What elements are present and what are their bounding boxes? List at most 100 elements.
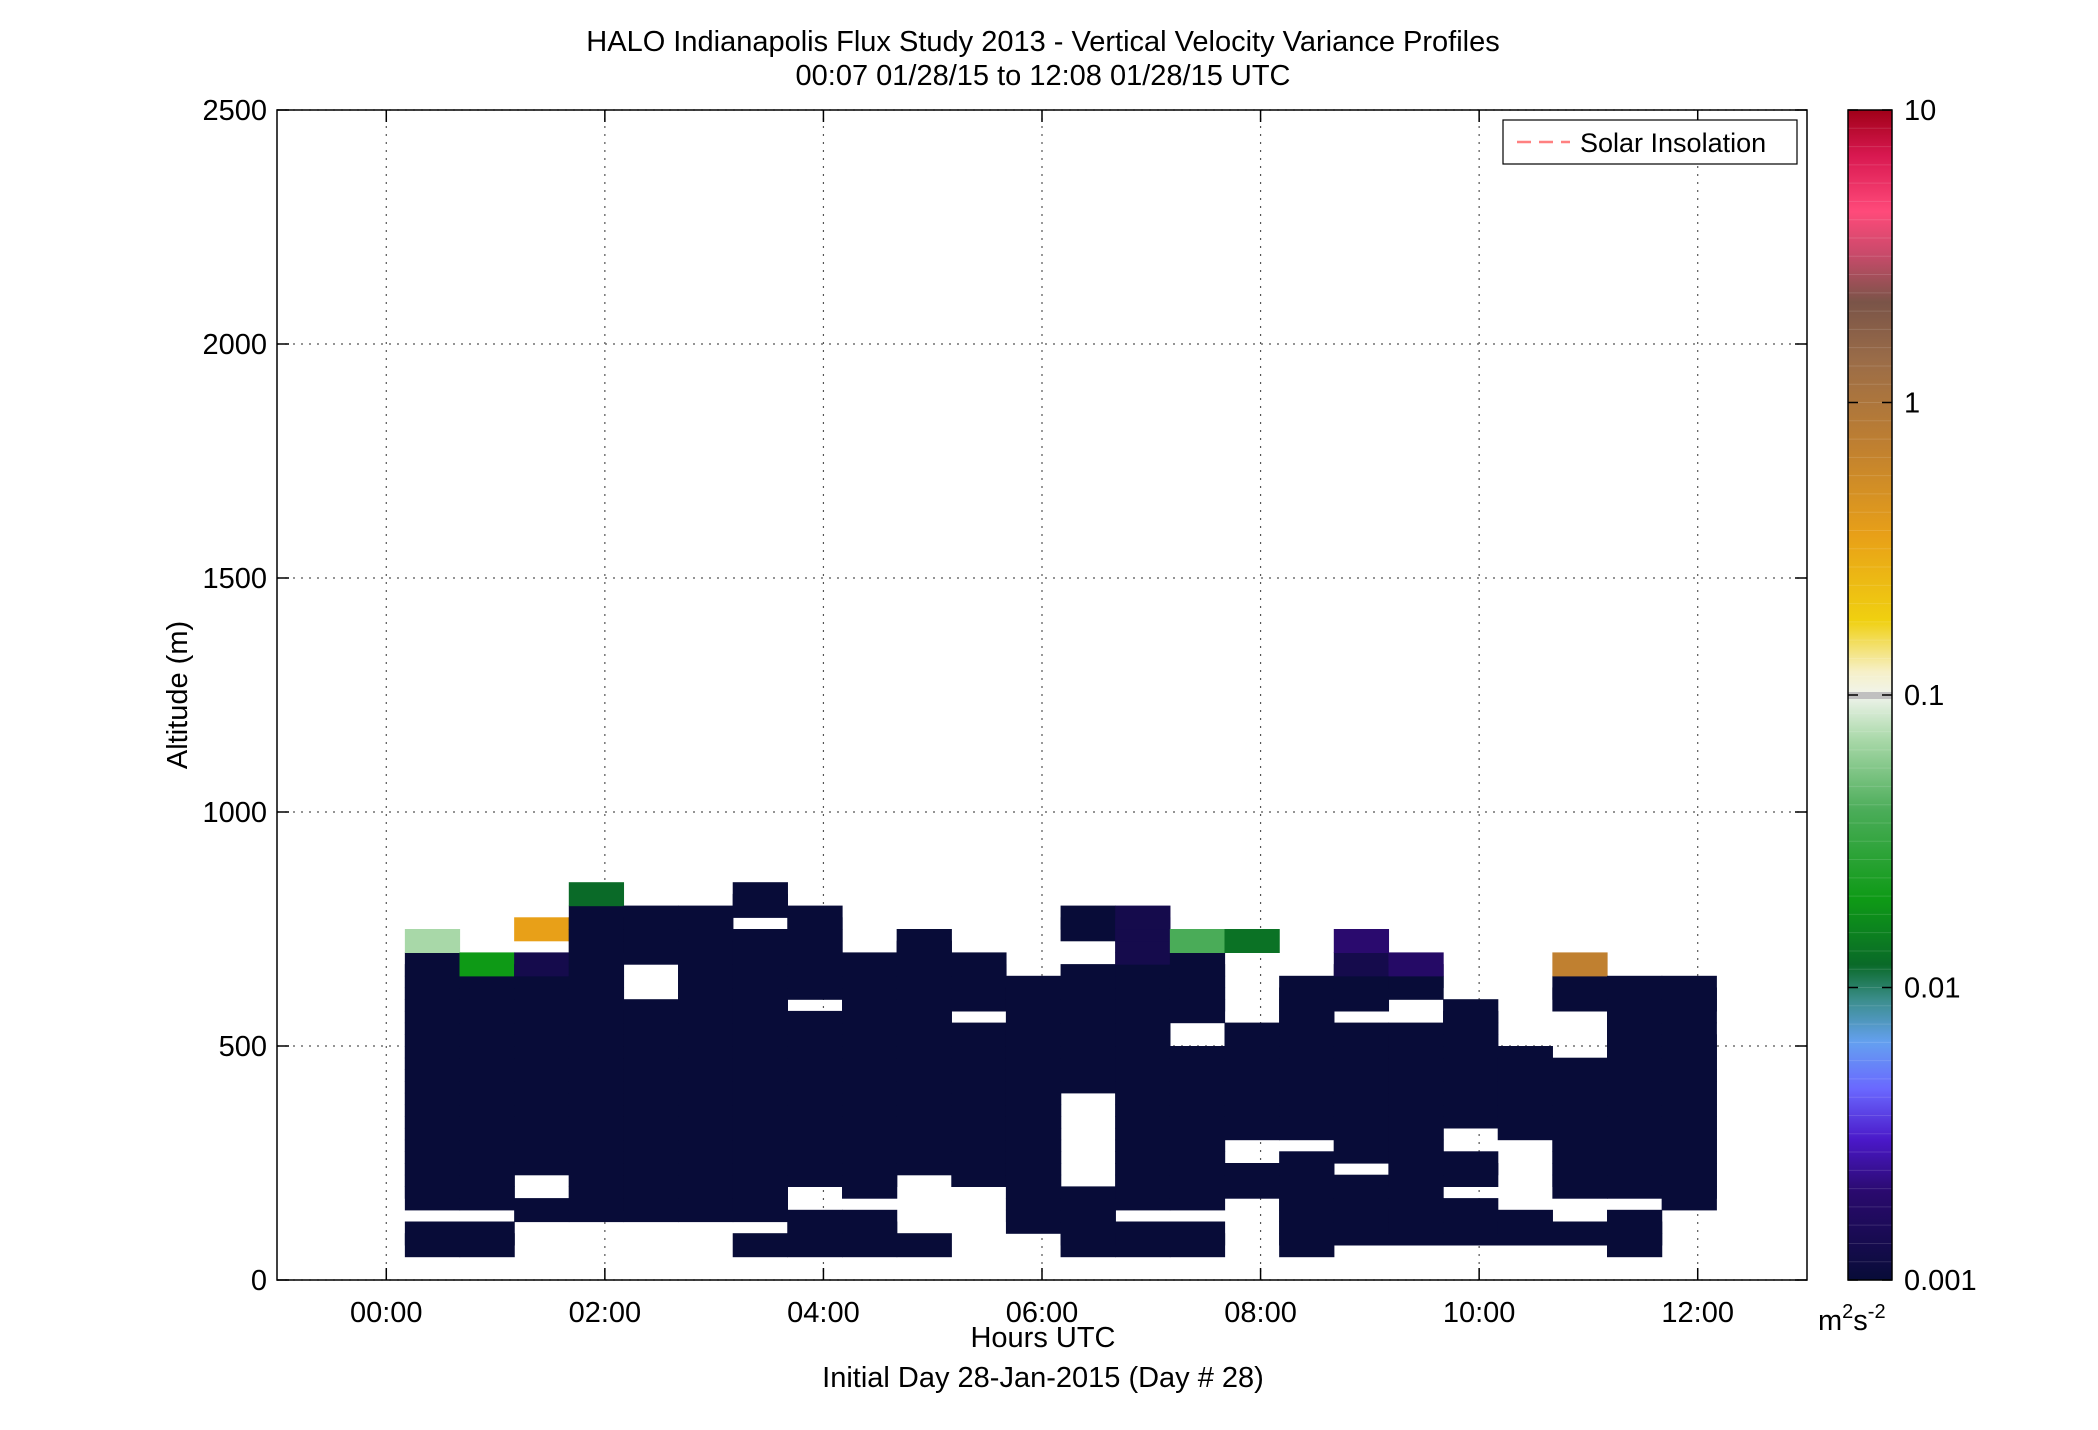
y-axis: 0 500 1000 1500 2000 2500: [202, 95, 1807, 1297]
heatmap-cell: [1060, 1186, 1116, 1211]
heatmap-cell: [1115, 905, 1171, 930]
heatmap-cell: [623, 999, 679, 1024]
colorbar-ticks: 0.001 0.01 0.1 1 10: [1848, 95, 1977, 1297]
heatmap-cell: [1224, 1163, 1280, 1187]
heatmap-cell: [1607, 975, 1663, 1000]
heatmap-cell: [1279, 975, 1335, 1000]
x-tick-label: 04:00: [787, 1297, 860, 1329]
heatmap-cell: [404, 929, 461, 953]
heatmap-cell: [1115, 1221, 1171, 1246]
heatmap-cell: [732, 882, 788, 907]
heatmap-cell: [732, 929, 788, 953]
heatmap-cell: [787, 1209, 843, 1234]
heatmap-cell: [1169, 952, 1226, 977]
colorbar: 0.001 0.01 0.1 1 10 m2s-2: [1818, 95, 1977, 1337]
heatmap-cell: [1005, 975, 1062, 1000]
heatmap-cell: [1333, 952, 1390, 977]
heatmap-cell: [623, 905, 679, 930]
heatmap-cell: [1169, 929, 1226, 953]
x-tick-label: 10:00: [1443, 1297, 1516, 1329]
grid: [277, 109, 1807, 1281]
heatmap-cell: [568, 905, 625, 930]
heatmap-cell: [404, 952, 461, 977]
chart-title: HALO Indianapolis Flux Study 2013 - Vert…: [586, 26, 1499, 58]
heatmap-cell: [951, 952, 1007, 977]
y-tick-label: 500: [219, 1031, 267, 1063]
heatmap-cell: [1060, 964, 1116, 989]
heatmap-cell: [787, 1104, 843, 1129]
heatmap-cell: [1388, 952, 1444, 977]
heatmap-cell: [568, 882, 625, 907]
y-tick-label: 1500: [202, 563, 267, 595]
heatmap-cell: [1333, 1022, 1390, 1047]
y-tick-label: 2500: [202, 95, 267, 127]
x-axis: 00:00 02:00 04:00 06:00 08:00 10:00 12:00: [350, 110, 1734, 1329]
colorbar-units: m2s-2: [1818, 1301, 1886, 1337]
x-tick-label: 12:00: [1661, 1297, 1734, 1329]
x-tick-label: 00:00: [350, 1297, 423, 1329]
heatmap-cell: [1661, 975, 1717, 1000]
x-axis-label: Hours UTC: [970, 1322, 1115, 1354]
heatmap-cell: [896, 1233, 952, 1258]
heatmap-cell: [1060, 905, 1116, 930]
legend: Solar Insolation: [1502, 119, 1798, 165]
heatmap-cell: [1333, 1174, 1390, 1199]
colorbar-stripes: [1848, 109, 1892, 1281]
heatmap-cell: [514, 917, 570, 942]
heatmap-cell: [459, 952, 515, 977]
x-tick-label: 06:00: [1006, 1297, 1079, 1329]
heatmap-cell: [459, 975, 515, 1000]
heatmap-cell: [1552, 952, 1608, 977]
heatmap-cell: [1224, 929, 1280, 953]
heatmap-cell: [1497, 1046, 1553, 1070]
heatmap-cell: [787, 905, 843, 930]
heatmap-cell: [787, 1010, 843, 1035]
legend-label-solar-insolation: Solar Insolation: [1580, 128, 1766, 158]
colorbar-tick-label: 0.1: [1904, 680, 1944, 712]
heatmap-cell: [1169, 1174, 1226, 1199]
x-tick-label: 02:00: [569, 1297, 642, 1329]
heatmap-cell: [842, 952, 898, 977]
heatmap-cell: [1333, 929, 1390, 953]
y-tick-label: 2000: [202, 329, 267, 361]
heatmap-cell: [1224, 1022, 1280, 1047]
heatmap-cell: [1552, 1221, 1608, 1246]
colorbar-tick-label: 0.001: [1904, 1265, 1977, 1297]
heatmap-cell: [1443, 1151, 1499, 1176]
heatmap-cell: [1388, 1022, 1444, 1047]
heatmap-cell: [1552, 975, 1608, 1000]
heatmap-cell: [951, 1022, 1007, 1047]
colorbar-tick-label: 10: [1904, 95, 1936, 127]
heatmap-cells: [404, 882, 1717, 1258]
heatmap-cell: [1443, 999, 1499, 1024]
y-tick-label: 1000: [202, 797, 267, 829]
heatmap-cell: [514, 1198, 570, 1223]
x-axis-label-day: Initial Day 28-Jan-2015 (Day # 28): [822, 1362, 1264, 1394]
heatmap-cell: [459, 1221, 515, 1246]
heatmap-cell: [1169, 1221, 1226, 1246]
heatmap-cell: [1443, 1198, 1499, 1223]
chart-subtitle: 00:07 01/28/15 to 12:08 01/28/15 UTC: [796, 60, 1291, 92]
colorbar-tick-label: 1: [1904, 388, 1920, 420]
heatmap-cell: [896, 929, 952, 953]
y-tick-label: 0: [251, 1265, 267, 1297]
heatmap-cell: [1552, 1057, 1608, 1082]
heatmap-cell: [1279, 1151, 1335, 1176]
heatmap-cell: [732, 1233, 788, 1258]
heatmap-cell: [1607, 1209, 1663, 1234]
heatmap-cell: [404, 1221, 461, 1246]
heatmap-cell: [1388, 1198, 1444, 1223]
colorbar-band: [1848, 692, 1892, 699]
heatmap-cell: [842, 1209, 898, 1234]
legend-box: [1502, 119, 1798, 165]
heatmap-cell: [1169, 1046, 1226, 1070]
heatmap-cell: [514, 952, 570, 977]
y-axis-label: Altitude (m): [162, 621, 194, 769]
heatmap-cell: [678, 905, 734, 930]
colorbar-tick-label: 0.01: [1904, 973, 1960, 1005]
x-tick-label: 08:00: [1224, 1297, 1297, 1329]
heatmap-cell: [1661, 1022, 1717, 1047]
heatmap-cell: [1497, 1209, 1553, 1234]
